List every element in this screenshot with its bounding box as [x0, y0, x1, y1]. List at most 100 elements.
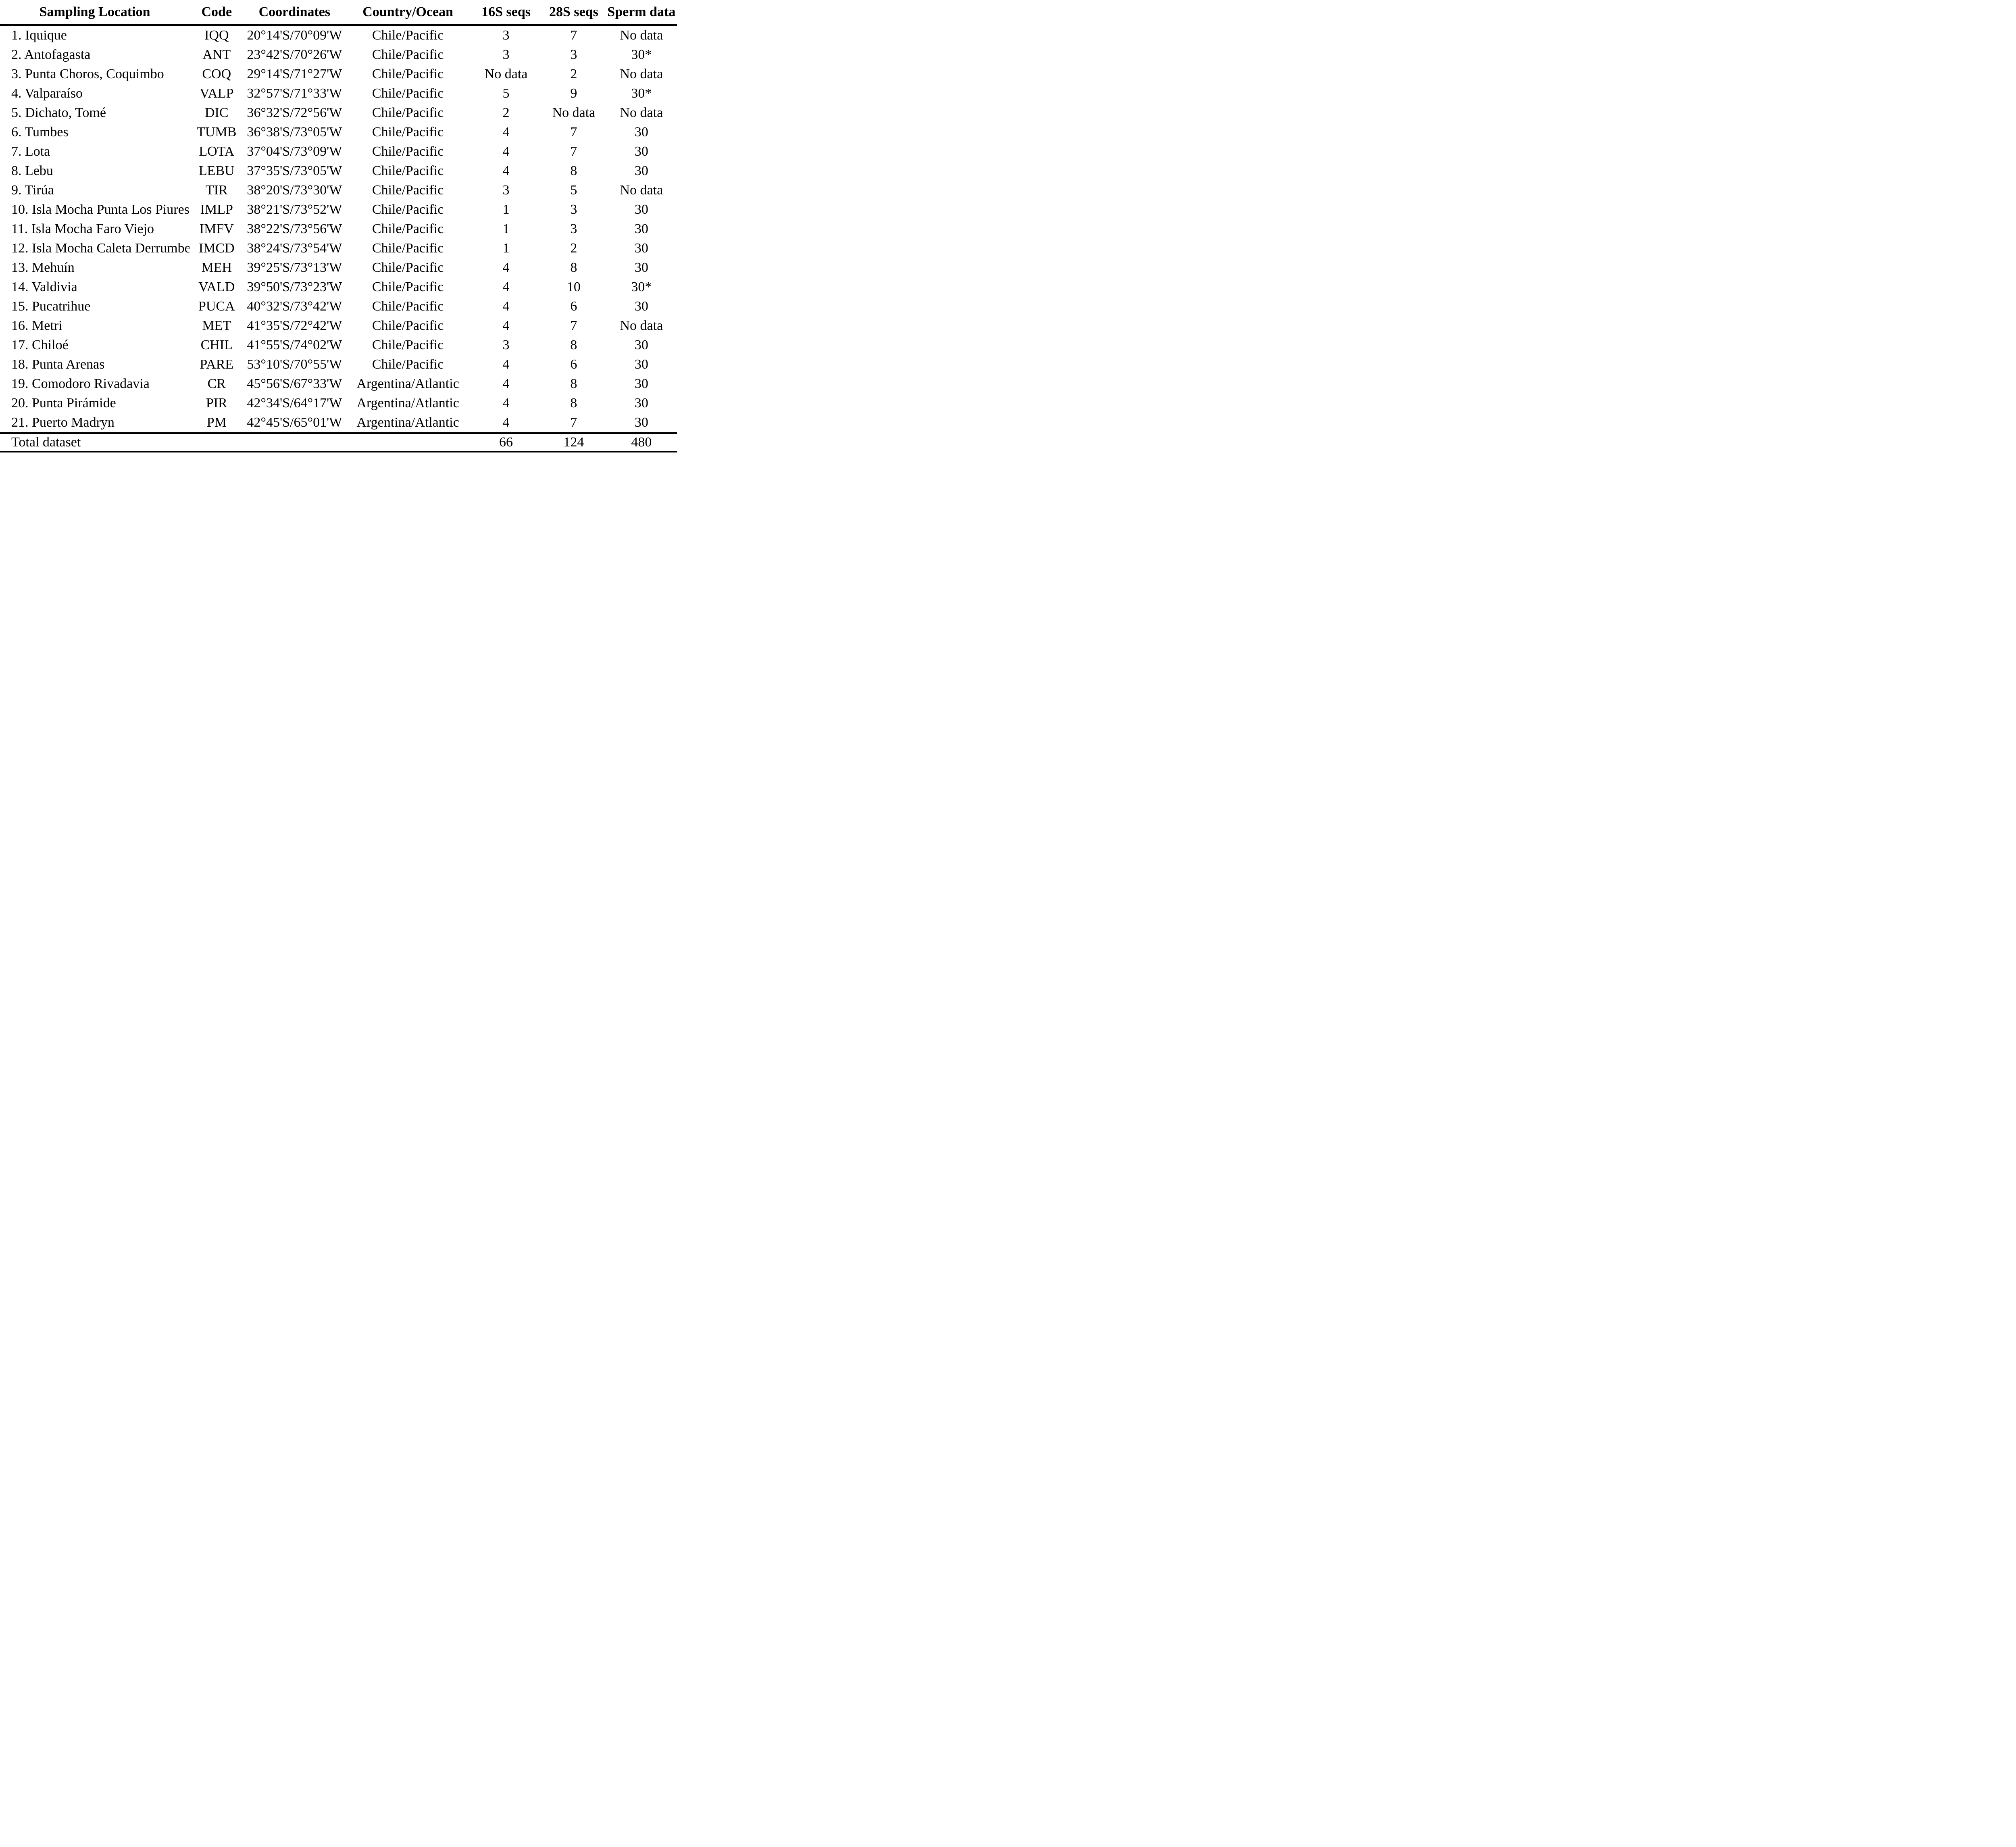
- total-28s-seqs: 124: [541, 433, 606, 452]
- cell-country-ocean: Chile/Pacific: [372, 47, 444, 62]
- cell-16s-seqs: 4: [502, 357, 510, 372]
- cell-28s-seqs: 3: [570, 47, 577, 62]
- cell-16s-seqs: 2: [502, 105, 510, 120]
- cell-sampling-location: 21. Puerto Madryn: [0, 413, 190, 434]
- table-row: 7. Lota LOTA 37°04'S/73°09'W Chile/Pacific 4…: [0, 142, 677, 161]
- cell-code: PARE: [200, 357, 234, 372]
- cell-country-ocean: Chile/Pacific: [372, 299, 444, 314]
- cell-sampling-location: 5. Dichato, Tomé: [11, 105, 106, 120]
- cell-country-ocean: Chile/Pacific: [372, 67, 444, 81]
- cell-16s-seqs: 3: [502, 47, 510, 62]
- cell-sampling-location: 1. Iquique: [11, 28, 67, 43]
- cell-28s-seqs: 9: [570, 86, 577, 101]
- cell-28s-seqs: 5: [570, 183, 577, 198]
- table-row: 8. Lebu LEBU 37°35'S/73°05'W Chile/Pacific 4…: [0, 161, 677, 181]
- cell-16s-seqs: 4: [502, 279, 510, 294]
- table-row: 13. Mehuín MEH 39°25'S/73°13'W Chile/Pacifi…: [0, 258, 677, 277]
- header-28s-seqs: 28S seqs: [541, 0, 606, 26]
- cell-coordinates: 42°45'S/65°01'W: [244, 413, 346, 434]
- table-row: 14. Valdivia VALD 39°50'S/73°23'W Chile/Pac…: [0, 277, 677, 297]
- cell-country-ocean: Chile/Pacific: [372, 357, 444, 372]
- cell-coordinates: 39°25'S/73°13'W: [247, 260, 342, 275]
- cell-country-ocean: Chile/Pacific: [372, 202, 444, 217]
- cell-28s-seqs: 6: [570, 357, 577, 372]
- cell-country-ocean: Chile/Pacific: [372, 241, 444, 256]
- cell-country-ocean: Chile/Pacific: [372, 105, 444, 120]
- cell-coordinates: 45°56'S/67°33'W: [247, 376, 342, 391]
- table-row: 17. Chiloé CHIL 41°55'S/74°02'W Chile/Pacif…: [0, 336, 677, 355]
- total-row: Total dataset 66 124 480: [0, 433, 677, 452]
- cell-28s-seqs: 7: [570, 28, 577, 43]
- table-row: 18. Punta Arenas PARE 53°10'S/70°55'W Chile…: [0, 355, 677, 374]
- cell-16s-seqs: 3: [502, 28, 510, 43]
- cell-coordinates: 37°04'S/73°09'W: [247, 144, 342, 159]
- table-row: 15. Pucatrihue PUCA 40°32'S/73°42'W Chile/P…: [0, 297, 677, 316]
- cell-sperm-data: No data: [620, 318, 663, 333]
- cell-28s-seqs: 8: [570, 396, 577, 411]
- cell-sampling-location: 6. Tumbes: [11, 125, 69, 140]
- cell-sperm-data: 30: [634, 396, 648, 411]
- cell-16s-seqs: 5: [502, 86, 510, 101]
- cell-code: MET: [202, 318, 231, 333]
- cell-code: VALP: [200, 86, 234, 101]
- cell-code: LOTA: [199, 144, 235, 159]
- cell-16s-seqs: 4: [502, 299, 510, 314]
- cell-16s-seqs: 4: [502, 125, 510, 140]
- total-empty-code: [190, 433, 244, 452]
- cell-country-ocean: Chile/Pacific: [372, 338, 444, 352]
- cell-sampling-location: 11. Isla Mocha Faro Viejo: [11, 221, 154, 236]
- cell-28s-seqs: 8: [570, 260, 577, 275]
- cell-code: CHIL: [200, 338, 233, 352]
- cell-coordinates: 38°21'S/73°52'W: [247, 202, 342, 217]
- cell-code: ANT: [202, 47, 231, 62]
- cell-16s-seqs: 4: [470, 413, 542, 434]
- cell-coordinates: 32°57'S/71°33'W: [247, 86, 342, 101]
- cell-sampling-location: 3. Punta Choros, Coquimbo: [11, 67, 164, 81]
- cell-16s-seqs: 3: [502, 183, 510, 198]
- cell-coordinates: 41°55'S/74°02'W: [247, 338, 342, 352]
- cell-country-ocean: Chile/Pacific: [372, 221, 444, 236]
- cell-28s-seqs: 7: [541, 413, 606, 434]
- cell-sampling-location: 20. Punta Pirámide: [11, 396, 116, 411]
- cell-coordinates: 37°35'S/73°05'W: [247, 163, 342, 178]
- cell-code: LEBU: [198, 163, 235, 178]
- cell-country-ocean: Chile/Pacific: [372, 125, 444, 140]
- sampling-locations-table: Sampling Location Code Coordinates Count…: [0, 0, 677, 452]
- cell-coordinates: 53°10'S/70°55'W: [247, 357, 342, 372]
- cell-country-ocean: Chile/Pacific: [372, 279, 444, 294]
- header-code: Code: [190, 0, 244, 26]
- cell-28s-seqs: No data: [552, 105, 596, 120]
- cell-16s-seqs: 1: [502, 221, 510, 236]
- cell-28s-seqs: 8: [570, 163, 577, 178]
- cell-16s-seqs: 4: [502, 318, 510, 333]
- cell-sperm-data: 30: [634, 338, 648, 352]
- header-coordinates: Coordinates: [244, 0, 346, 26]
- table-row: 10. Isla Mocha Punta Los Piures IMLP 38°21…: [0, 200, 677, 219]
- cell-sampling-location: 8. Lebu: [11, 163, 53, 178]
- cell-sperm-data: 30: [634, 241, 648, 256]
- cell-16s-seqs: 1: [502, 241, 510, 256]
- cell-28s-seqs: 7: [570, 125, 577, 140]
- table-row: 16. Metri MET 41°35'S/72°42'W Chile/Pacific…: [0, 316, 677, 336]
- cell-sampling-location: 18. Punta Arenas: [11, 357, 105, 372]
- header-16s-seqs: 16S seqs: [470, 0, 542, 26]
- cell-sampling-location: 14. Valdivia: [11, 279, 77, 294]
- cell-coordinates: 38°20'S/73°30'W: [247, 183, 342, 198]
- total-label: Total dataset: [0, 433, 190, 452]
- cell-sperm-data: No data: [620, 105, 663, 120]
- cell-sampling-location: 15. Pucatrihue: [11, 299, 91, 314]
- total-empty-country: [345, 433, 471, 452]
- cell-sperm-data: 30: [606, 413, 677, 434]
- table-row: 19. Comodoro Rivadavia CR 45°56'S/67°33'W A…: [0, 374, 677, 394]
- cell-16s-seqs: 3: [502, 338, 510, 352]
- cell-country-ocean: Chile/Pacific: [372, 183, 444, 198]
- total-sperm-data: 480: [606, 433, 677, 452]
- cell-code: TUMB: [197, 125, 237, 140]
- cell-coordinates: 39°50'S/73°23'W: [247, 279, 342, 294]
- cell-country-ocean: Chile/Pacific: [372, 163, 444, 178]
- cell-sperm-data: No data: [620, 67, 663, 81]
- cell-coordinates: 29°14'S/71°27'W: [247, 67, 342, 81]
- cell-16s-seqs: 4: [502, 376, 510, 391]
- cell-country-ocean: Argentina/Atlantic: [345, 413, 471, 434]
- cell-sampling-location: 16. Metri: [11, 318, 62, 333]
